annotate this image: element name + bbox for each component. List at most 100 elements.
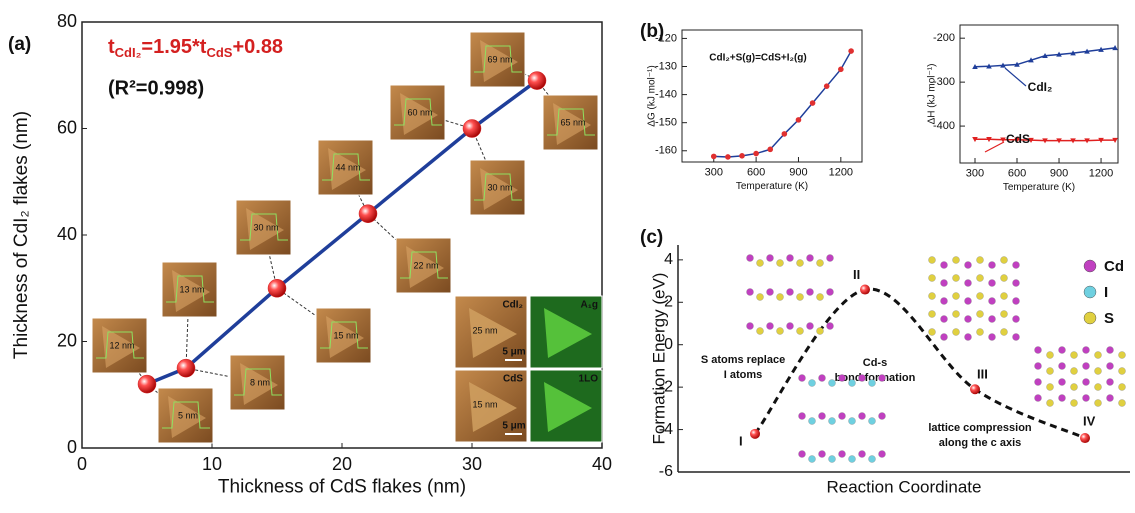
x-tick-label: 600 (747, 166, 765, 178)
y-tick-label: 80 (57, 11, 77, 31)
data-marker (838, 66, 844, 73)
x-axis-label: Reaction Coordinate (827, 477, 982, 496)
atom (928, 310, 936, 318)
x-tick-label: 1200 (829, 166, 853, 178)
y-tick-label: -150 (655, 117, 677, 129)
data-marker (1014, 137, 1020, 143)
atom (838, 450, 846, 458)
atom (988, 261, 996, 269)
data-marker (1028, 137, 1034, 143)
data-marker (1084, 48, 1090, 54)
data-marker (795, 117, 802, 123)
thumbnail-label: 69 nm (487, 54, 512, 64)
legend-label: I (1104, 284, 1108, 301)
afm-flake (553, 103, 591, 145)
data-marker (1112, 137, 1118, 143)
x-axis-label: Thickness of CdS flakes (nm) (218, 477, 466, 498)
point-label: II (853, 267, 860, 282)
data-marker (753, 150, 759, 157)
atom (808, 417, 816, 425)
inset-thickness: 15 nm (472, 399, 497, 409)
atom (798, 450, 806, 458)
atom (1094, 399, 1102, 407)
thumbnail-connector (416, 111, 473, 129)
equation-part: +0.88 (232, 36, 283, 58)
energy-point (860, 284, 870, 295)
y-axis-label: ΔG (kJ mol⁻¹) (647, 65, 658, 126)
data-marker (1070, 50, 1076, 56)
atom (1106, 362, 1114, 370)
atom (952, 256, 960, 264)
atom (1046, 351, 1054, 359)
data-marker (710, 153, 717, 160)
x-tick-label: 600 (1008, 167, 1026, 179)
atom (1046, 367, 1054, 375)
atom (848, 455, 856, 463)
atom (786, 288, 794, 296)
atom (1094, 351, 1102, 359)
y-tick-label: 2 (664, 293, 673, 310)
atom (1000, 310, 1008, 318)
atom (786, 322, 794, 330)
atom (806, 288, 814, 296)
panel-label: (b) (640, 21, 664, 42)
y-tick-label: 20 (57, 330, 77, 350)
atom (766, 254, 774, 262)
data-point (176, 358, 196, 378)
atom (798, 374, 806, 382)
atom (952, 292, 960, 300)
r-squared: (R²=0.998) (108, 77, 204, 99)
data-marker (986, 137, 992, 143)
atom (1106, 378, 1114, 386)
data-point (137, 374, 157, 394)
atom (1034, 378, 1042, 386)
point-label: III (977, 367, 988, 382)
atom (858, 450, 866, 458)
atom (952, 328, 960, 336)
afm-profile (394, 98, 442, 126)
atom (796, 327, 804, 335)
atom (1094, 383, 1102, 391)
atom (952, 274, 960, 282)
atom (1118, 367, 1126, 375)
atom (828, 455, 836, 463)
atom (746, 322, 754, 330)
inset-flake (544, 382, 592, 432)
data-marker (1042, 138, 1048, 144)
afm-profile (240, 213, 288, 241)
energy-point (1080, 433, 1090, 444)
series-label: CdS (1006, 132, 1030, 146)
afm-thumbnail (395, 237, 452, 294)
atom (1118, 399, 1126, 407)
afm-profile (474, 173, 522, 201)
afm-flake (172, 270, 210, 312)
inset-flake (469, 382, 517, 432)
atom (928, 292, 936, 300)
energy-point (750, 428, 760, 439)
afm-profile (96, 331, 144, 359)
legend-swatch (1083, 311, 1097, 325)
atom (818, 412, 826, 420)
thumbnail-label: 65 nm (560, 117, 585, 127)
data-point (267, 279, 287, 298)
atom (878, 412, 886, 420)
data-marker (1098, 137, 1104, 143)
data-marker (1000, 137, 1006, 143)
data-marker (1028, 57, 1034, 63)
afm-flake (246, 208, 284, 250)
y-axis-label: Thickness of CdI₂ flakes (nm) (11, 111, 32, 359)
atom (940, 297, 948, 305)
afm-profile (322, 153, 370, 181)
afm-flake (406, 246, 444, 288)
y-tick-label: -400 (933, 120, 955, 132)
atom (756, 327, 764, 335)
atom (746, 288, 754, 296)
atom (806, 322, 814, 330)
afm-flake (168, 396, 206, 438)
inset-label: 1LO (579, 374, 599, 385)
plot-frame (959, 24, 1119, 164)
afm-flake (400, 93, 438, 135)
thumbnail-label: 22 nm (413, 260, 438, 270)
atom (1082, 346, 1090, 354)
atom (940, 333, 948, 341)
